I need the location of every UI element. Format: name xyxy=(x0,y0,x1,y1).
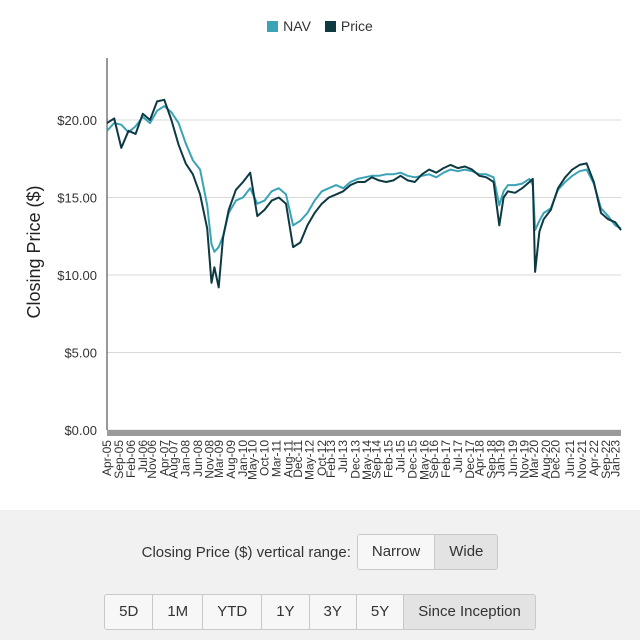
vertical-range-row: Closing Price ($) vertical range: Narrow… xyxy=(0,534,640,570)
chart-controls: Closing Price ($) vertical range: Narrow… xyxy=(0,510,640,640)
x-tick-label: Mar-11 xyxy=(270,440,284,477)
x-tick-label: Apr-07 xyxy=(157,440,171,476)
period-3y-button[interactable]: 3Y xyxy=(309,595,357,629)
period-selector: 5D 1M YTD 1Y 3Y 5Y Since Inception xyxy=(0,594,640,630)
period-ytd-button[interactable]: YTD xyxy=(203,595,263,629)
series-line-nav xyxy=(106,105,622,253)
chart-legend: NAV Price xyxy=(0,18,640,34)
x-tick-label: May-14 xyxy=(360,440,374,480)
x-tick-label: Dec-15 xyxy=(406,440,420,479)
y-tick-label: $5.00 xyxy=(64,346,97,361)
x-tick-label: Aug-20 xyxy=(539,440,553,479)
x-tick-label: Aug-07 xyxy=(167,440,181,479)
y-tick-label: $20.00 xyxy=(57,113,97,128)
range-narrow-button[interactable]: Narrow xyxy=(357,535,436,569)
x-tick-label: Dec-20 xyxy=(549,440,563,479)
x-tick-label: Nov-19 xyxy=(517,440,531,479)
x-tick-label: Jun-21 xyxy=(563,440,577,477)
vertical-range-label: Closing Price ($) vertical range: xyxy=(141,543,351,561)
x-tick-label: Jan-08 xyxy=(179,440,193,477)
period-1m-button[interactable]: 1M xyxy=(153,595,204,629)
period-since-inception-button[interactable]: Since Inception xyxy=(404,595,535,629)
y-tick-label: $15.00 xyxy=(57,191,97,206)
x-tick-label: May-16 xyxy=(417,440,431,480)
x-tick-label: Dec-17 xyxy=(463,440,477,479)
period-5y-button[interactable]: 5Y xyxy=(356,595,405,629)
x-tick-label: Jan-23 xyxy=(608,440,622,477)
chart-area: $0.00 $5.00 $10.00 $15.00 $20.00 Closing Pric… xyxy=(0,18,640,481)
period-5d-button[interactable]: 5D xyxy=(105,595,154,629)
legend-item-price[interactable]: Price xyxy=(324,18,373,34)
legend-item-nav[interactable]: NAV xyxy=(267,18,311,34)
x-tick-label: Mar-20 xyxy=(527,440,541,478)
legend-label-nav: NAV xyxy=(283,18,311,34)
x-tick-label: Nov-06 xyxy=(145,440,159,479)
series-line-price xyxy=(106,98,622,289)
y-tick-label: $0.00 xyxy=(64,423,97,438)
x-tick-label: Oct-10 xyxy=(257,440,271,476)
nav-swatch xyxy=(267,20,279,32)
x-tick-label: Oct-12 xyxy=(315,440,329,476)
price-chart: $0.00 $5.00 $10.00 $15.00 $20.00 Closing Pric… xyxy=(24,58,622,480)
x-tick-label: Aug-09 xyxy=(224,440,238,479)
x-tick-label: Jul-06 xyxy=(136,440,150,473)
x-tick-label: Jul-15 xyxy=(394,440,408,473)
x-tick-label: Jan-10 xyxy=(236,440,250,477)
x-tick-label: Apr-18 xyxy=(472,440,486,476)
x-tick-label: Dec-11 xyxy=(291,440,305,478)
x-tick-label: Nov-21 xyxy=(575,440,589,479)
y-axis-title: Closing Price ($) xyxy=(24,185,44,318)
y-tick-label: $10.00 xyxy=(57,268,97,283)
price-swatch xyxy=(324,20,336,32)
x-tick-label: Nov-08 xyxy=(203,440,217,479)
x-tick-label: Feb-15 xyxy=(381,440,395,478)
x-tick-label: Sep-18 xyxy=(484,440,498,479)
vertical-range-toggle: Narrow Wide xyxy=(356,534,499,570)
period-button-group: 5D 1M YTD 1Y 3Y 5Y Since Inception xyxy=(104,594,536,630)
x-tick-label: Apr-22 xyxy=(587,440,601,476)
legend-label-price: Price xyxy=(340,18,373,34)
x-tick-label: Jul-17 xyxy=(451,440,465,473)
x-tick-label: Sep-14 xyxy=(370,440,384,479)
x-axis-band xyxy=(107,430,621,436)
x-tick-label: Mar-09 xyxy=(212,440,226,478)
x-tick-label: Apr-05 xyxy=(100,440,114,476)
x-tick-label: Feb-06 xyxy=(124,440,138,478)
x-tick-label: Sep-16 xyxy=(427,440,441,479)
x-tick-label: Feb-13 xyxy=(324,440,338,478)
x-tick-label: Dec-13 xyxy=(348,440,362,479)
range-wide-button[interactable]: Wide xyxy=(435,535,498,569)
period-1y-button[interactable]: 1Y xyxy=(262,595,310,629)
x-tick-label: Aug-11 xyxy=(281,440,295,478)
x-tick-label: Sep-22 xyxy=(599,440,613,479)
x-tick-label: Jul-13 xyxy=(336,440,350,473)
x-tick-label: Sep-05 xyxy=(112,440,126,479)
x-tick-label: Jun-19 xyxy=(506,440,520,477)
x-tick-label: Jun-08 xyxy=(191,440,205,477)
x-tick-label: Jan-19 xyxy=(494,440,508,477)
x-tick-label: May-12 xyxy=(303,440,317,480)
x-tick-label: May-10 xyxy=(245,440,259,480)
x-tick-label: Feb-17 xyxy=(439,440,453,478)
